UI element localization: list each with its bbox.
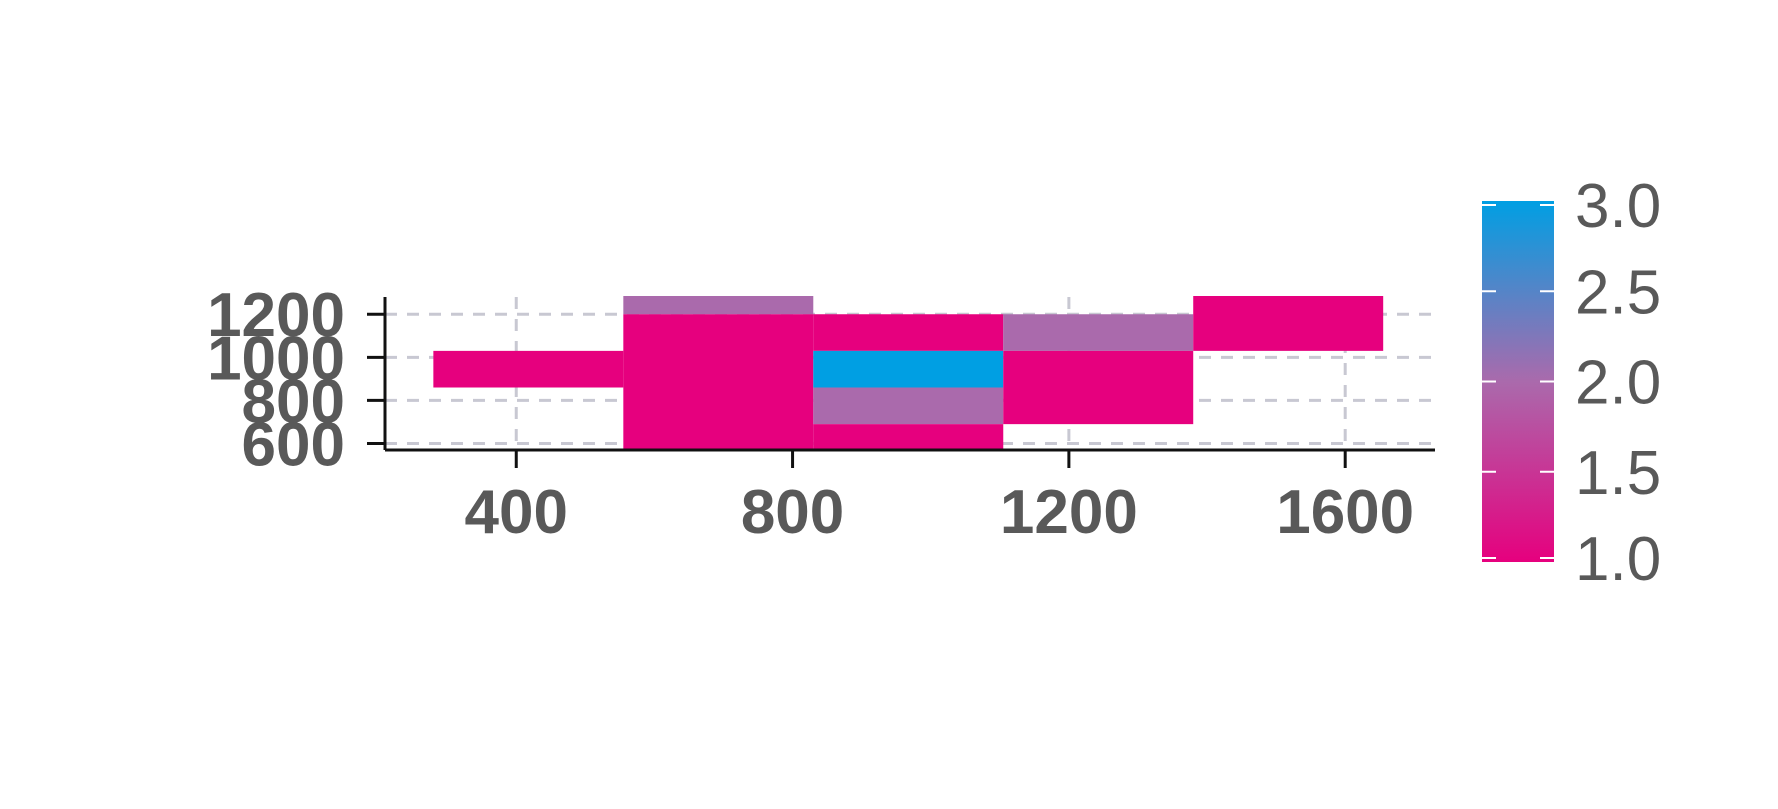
heatmap-cell [813, 350, 1004, 388]
y-tick-label: 600 [242, 411, 345, 480]
x-tick-label: 1200 [1000, 478, 1138, 547]
heatmap-cell [623, 314, 814, 450]
colorbar-tick-label: 2.5 [1575, 258, 1661, 327]
heatmap-cell [433, 350, 624, 388]
heatmap-cell [1003, 314, 1194, 351]
heatmap-cell [1003, 350, 1194, 425]
x-tick-label: 400 [465, 478, 568, 547]
colorbar-tick-label: 2.0 [1575, 349, 1661, 418]
heatmap-cell [813, 314, 1004, 351]
heatmap-cell [813, 387, 1004, 425]
heatmap-cell [1193, 296, 1384, 351]
heatmap-cell [813, 424, 1004, 450]
colorbar-tick-label: 1.0 [1575, 525, 1661, 594]
x-tick-label: 800 [741, 478, 844, 547]
y-tick-label: 800 [242, 367, 345, 436]
heatmap-cell [623, 296, 814, 315]
x-axis-ticks: 400 800 1200 1600 [465, 450, 1414, 547]
x-tick-label: 1600 [1276, 478, 1414, 547]
y-tick-label: 1000 [207, 324, 345, 393]
colorbar: 1.0 1.5 2.0 2.5 3.0 [1482, 172, 1661, 594]
colorbar-tick-label: 3.0 [1575, 172, 1661, 241]
heatmap-cells [433, 296, 1384, 450]
axes [383, 297, 1435, 452]
y-tick-label: 1200 [207, 281, 345, 350]
colorbar-tick-label: 1.5 [1575, 439, 1661, 508]
